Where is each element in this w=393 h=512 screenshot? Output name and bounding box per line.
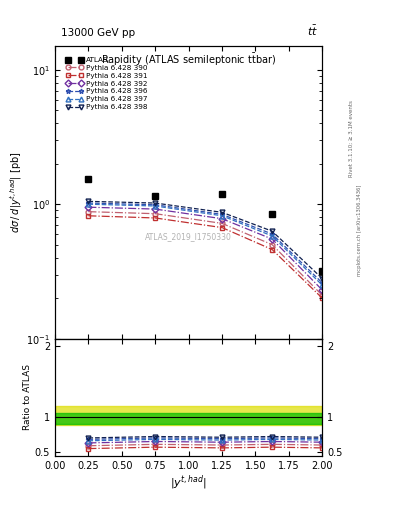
Y-axis label: $d\sigma\,/\,d|y^{t,had}|$ [pb]: $d\sigma\,/\,d|y^{t,had}|$ [pb] [8, 152, 24, 233]
ATLAS [320, 268, 325, 274]
Pythia 6.428 396 [86, 200, 91, 206]
Pythia 6.428 397 [320, 282, 325, 288]
Line: Pythia 6.428 398: Pythia 6.428 398 [86, 199, 325, 281]
ATLAS [270, 210, 274, 217]
Pythia 6.428 396 [320, 280, 325, 286]
Text: Rivet 3.1.10; ≥ 3.1M events: Rivet 3.1.10; ≥ 3.1M events [349, 100, 354, 177]
Pythia 6.428 391 [220, 225, 224, 231]
Pythia 6.428 397 [220, 212, 224, 219]
Line: Pythia 6.428 391: Pythia 6.428 391 [86, 214, 325, 301]
Pythia 6.428 396 [270, 231, 274, 237]
ATLAS [220, 190, 224, 197]
Pythia 6.428 392 [320, 287, 325, 293]
Pythia 6.428 391 [86, 212, 91, 219]
Line: Pythia 6.428 392: Pythia 6.428 392 [86, 205, 325, 292]
Pythia 6.428 390 [86, 208, 91, 215]
Pythia 6.428 398 [86, 198, 91, 204]
ATLAS [153, 193, 158, 199]
Bar [55, 413, 322, 424]
X-axis label: $|y^{t,had}|$: $|y^{t,had}|$ [170, 473, 207, 492]
Pythia 6.428 390 [320, 292, 325, 298]
Pythia 6.428 391 [153, 215, 158, 221]
Pythia 6.428 392 [86, 204, 91, 210]
Pythia 6.428 391 [270, 246, 274, 252]
Text: 13000 GeV pp: 13000 GeV pp [61, 28, 135, 38]
Pythia 6.428 398 [270, 228, 274, 234]
Legend: ATLAS, Pythia 6.428 390, Pythia 6.428 391, Pythia 6.428 392, Pythia 6.428 396, P: ATLAS, Pythia 6.428 390, Pythia 6.428 39… [64, 55, 149, 112]
Pythia 6.428 398 [320, 275, 325, 282]
Pythia 6.428 392 [270, 236, 274, 242]
Line: Pythia 6.428 396: Pythia 6.428 396 [86, 201, 325, 285]
ATLAS [86, 176, 91, 182]
Pythia 6.428 390 [220, 220, 224, 226]
Pythia 6.428 397 [86, 201, 91, 207]
Pythia 6.428 392 [153, 206, 158, 212]
Pythia 6.428 398 [220, 209, 224, 216]
Pythia 6.428 391 [320, 295, 325, 301]
Pythia 6.428 390 [153, 210, 158, 217]
Pythia 6.428 398 [153, 200, 158, 206]
Y-axis label: Ratio to ATLAS: Ratio to ATLAS [23, 364, 32, 430]
Pythia 6.428 392 [220, 216, 224, 222]
Text: $t\bar{t}$: $t\bar{t}$ [307, 24, 318, 38]
Line: Pythia 6.428 390: Pythia 6.428 390 [86, 209, 325, 298]
Pythia 6.428 396 [220, 211, 224, 218]
Text: Rapidity (ATLAS semileptonic t$\bar{\mathrm{t}}$bar): Rapidity (ATLAS semileptonic t$\bar{\mat… [101, 52, 276, 68]
Pythia 6.428 397 [270, 233, 274, 239]
Text: ATLAS_2019_I1750330: ATLAS_2019_I1750330 [145, 232, 232, 241]
Line: ATLAS: ATLAS [85, 175, 326, 274]
Pythia 6.428 390 [270, 242, 274, 248]
Line: Pythia 6.428 397: Pythia 6.428 397 [86, 202, 325, 288]
Bar [55, 406, 322, 425]
Pythia 6.428 397 [153, 203, 158, 209]
Pythia 6.428 396 [153, 202, 158, 208]
Text: mcplots.cern.ch [arXiv:1306.3436]: mcplots.cern.ch [arXiv:1306.3436] [357, 185, 362, 276]
